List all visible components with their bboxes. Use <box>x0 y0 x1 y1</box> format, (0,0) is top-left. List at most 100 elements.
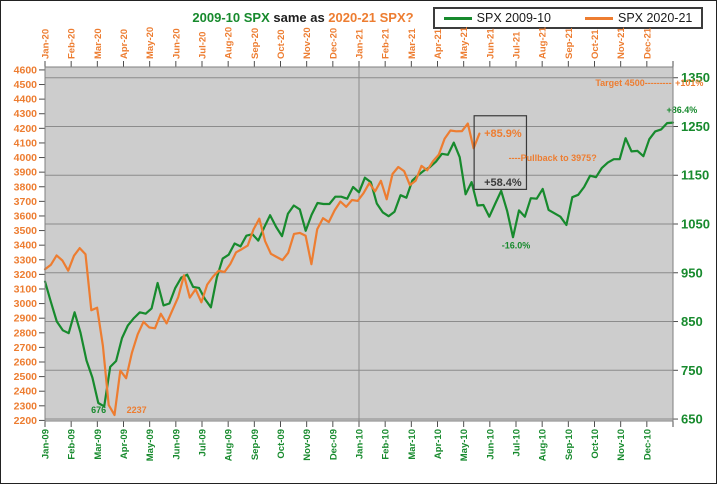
legend: SPX 2009-10 SPX 2020-21 <box>433 7 703 29</box>
top-axis-label: Mar-21 <box>407 28 418 59</box>
annotation-676: 676 <box>91 405 106 415</box>
right-axis-label: 650 <box>681 412 703 427</box>
top-axis-label: Nov-20 <box>302 27 313 59</box>
left-axis-label: 3700 <box>14 196 38 208</box>
chart-title-part-orange: 2020-21 SPX? <box>328 10 414 25</box>
top-axis-label: Jul-21 <box>512 31 523 59</box>
bottom-axis-label: Oct-10 <box>590 429 601 459</box>
bottom-axis-label: Jul-10 <box>512 429 523 456</box>
left-axis-label: 4000 <box>14 152 38 164</box>
legend-swatch-green-line <box>443 16 472 20</box>
left-axis-label: 2700 <box>14 342 38 354</box>
top-axis-label: Nov-21 <box>616 27 627 59</box>
right-axis-label: 750 <box>681 363 703 378</box>
right-axis-label: 950 <box>681 265 703 280</box>
legend-label-spx-2009-10: SPX 2009-10 <box>476 11 551 25</box>
left-axis-label: 3000 <box>14 298 38 310</box>
bottom-axis-label: Dec-10 <box>642 429 653 460</box>
bottom-axis-label: Aug-10 <box>538 429 549 461</box>
left-axis-label: 2800 <box>14 327 38 339</box>
top-axis-label: Dec-21 <box>642 27 653 59</box>
right-axis-label: 1250 <box>681 119 710 134</box>
series-line-spx-2009-10 <box>43 121 675 408</box>
bottom-axis-label: Oct-09 <box>276 429 287 459</box>
legend-swatch-orange-line <box>585 16 613 20</box>
annotation-16.0%: -16.0% <box>502 240 531 250</box>
left-axis-label: 3800 <box>14 181 38 193</box>
left-axis-label: 2200 <box>14 415 38 427</box>
left-axis-label: 4600 <box>14 64 38 76</box>
left-axis-label: 4300 <box>14 108 38 120</box>
bottom-axis-label: Apr-09 <box>119 429 130 459</box>
right-axis-label: 850 <box>681 314 703 329</box>
bottom-axis-label: Feb-10 <box>381 429 392 460</box>
left-axis-label: 3200 <box>14 269 38 281</box>
annotation-+86.4%: +86.4% <box>666 105 697 115</box>
bottom-axis-label: Mar-09 <box>93 429 104 460</box>
left-axis-label: 3300 <box>14 254 38 266</box>
left-axis-label: 2600 <box>14 357 38 369</box>
bottom-axis-label: May-09 <box>145 429 156 461</box>
left-axis-label: 2300 <box>14 400 38 412</box>
left-axis-label: 4500 <box>14 79 38 91</box>
annotation-2237: 2237 <box>127 405 147 415</box>
top-axis-label: Jan-21 <box>355 28 366 59</box>
chart-title-part-green: 2009-10 SPX <box>192 10 270 25</box>
left-axis-label: 4100 <box>14 137 38 149</box>
top-axis-label: Jul-20 <box>198 32 209 59</box>
top-axis-label: Dec-20 <box>328 28 339 59</box>
legend-label-spx-2020-21: SPX 2020-21 <box>618 11 693 25</box>
top-axis-label: Jan-20 <box>41 29 52 59</box>
left-axis-label: 4200 <box>14 123 38 135</box>
top-axis-label: Oct-20 <box>276 29 287 59</box>
left-axis-label: 3900 <box>14 167 38 179</box>
bottom-axis-label: Jun-10 <box>485 429 496 460</box>
left-axis-label: 4400 <box>14 94 38 106</box>
top-axis-label: Jun-20 <box>171 28 182 59</box>
bottom-axis-label: Jul-09 <box>198 429 209 456</box>
left-axis-label: 3100 <box>14 283 38 295</box>
bottom-axis-label: Dec-09 <box>328 429 339 460</box>
right-axis-label: 1150 <box>681 168 709 183</box>
top-axis-label: Apr-20 <box>119 29 130 59</box>
bottom-axis-label: Nov-09 <box>302 429 313 461</box>
top-axis-label: Oct-21 <box>590 29 601 59</box>
annotation-target-4500: Target 4500--------- <box>595 78 671 88</box>
bottom-axis-label: Nov-10 <box>616 429 627 461</box>
bottom-axis-label: Sep-09 <box>250 429 261 460</box>
left-axis-label: 2500 <box>14 371 38 383</box>
bottom-axis-label: Jun-09 <box>171 429 182 460</box>
left-axis-label: 2400 <box>14 386 38 398</box>
annotation-+85.9%: +85.9% <box>484 128 522 140</box>
bottom-axis-label: Jan-10 <box>355 429 366 459</box>
series-line-spx-2020-21 <box>43 122 481 417</box>
annotation-+101%: +101% <box>675 78 703 88</box>
right-axis-label: 1050 <box>681 217 710 232</box>
top-axis-label: Sep-21 <box>564 27 575 59</box>
left-axis-label: 3400 <box>14 240 38 252</box>
top-axis-label: May-20 <box>145 27 156 59</box>
top-axis-label: Aug-20 <box>224 27 235 59</box>
top-axis-label: May-21 <box>459 26 470 59</box>
bottom-axis-label: Apr-10 <box>433 429 444 459</box>
bottom-axis-label: Jan-09 <box>41 429 52 459</box>
chart-title-part-plain: same as <box>269 10 329 25</box>
top-axis-label: Feb-20 <box>67 28 78 59</box>
bottom-axis-label: Sep-10 <box>564 429 575 460</box>
chart-title: 2009-10 SPX same as 2020-21 SPX? <box>192 10 413 25</box>
left-axis-label: 3600 <box>14 210 38 222</box>
top-axis-label: Apr-21 <box>433 28 444 59</box>
bottom-axis-label: Mar-10 <box>407 429 418 460</box>
left-axis-label: 2900 <box>14 313 38 325</box>
annotation-box <box>473 115 528 190</box>
bottom-axis-label: Aug-09 <box>224 429 235 461</box>
annotation-pullback-to-3975?: ----Pullback to 3975? <box>509 153 597 163</box>
top-axis-label: Feb-21 <box>381 28 392 59</box>
legend-item-spx-2009-10: SPX 2009-10 <box>443 11 551 25</box>
right-axis-label: 1350 <box>681 70 710 85</box>
top-axis-label: Jun-21 <box>485 28 496 59</box>
left-axis-label: 3500 <box>14 225 38 237</box>
annotation-+58.4%: +58.4% <box>484 177 522 189</box>
